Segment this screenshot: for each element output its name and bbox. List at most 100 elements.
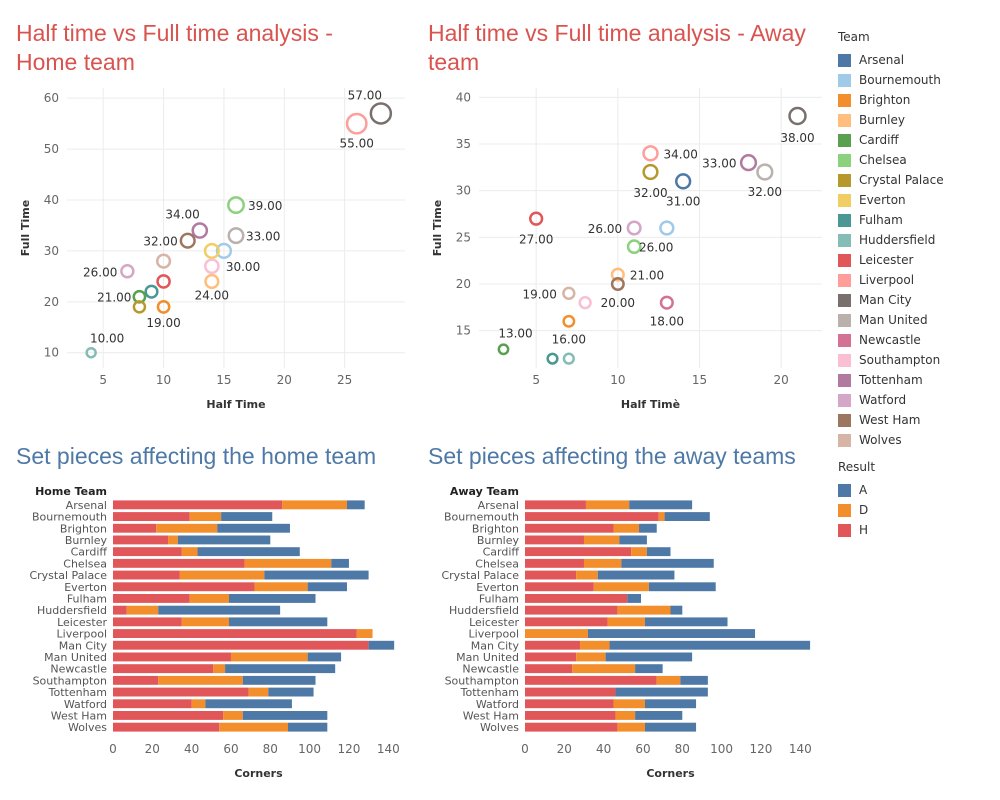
- bar-wolves-a: [287, 722, 328, 732]
- point-bournemouth: [215, 242, 233, 260]
- legend-team-arsenal[interactable]: Arsenal: [838, 50, 998, 70]
- legend-team-label: Liverpool: [859, 273, 915, 287]
- category-label-southampton: Southampton: [445, 674, 519, 687]
- data-label-man-united: 32.00: [748, 185, 782, 199]
- bar-brighton-a: [217, 523, 290, 533]
- bar-leicester-d: [181, 617, 230, 627]
- point-tottenham: [191, 222, 209, 239]
- legend-team-crystal-palace[interactable]: Crystal Palace: [838, 170, 998, 190]
- category-label-brighton: Brighton: [472, 522, 519, 535]
- bar-arsenal-h: [525, 500, 586, 510]
- y-tick-label: 20: [456, 277, 471, 291]
- legend-result-a[interactable]: A: [838, 480, 998, 500]
- legend-team-everton[interactable]: Everton: [838, 190, 998, 210]
- legend-result-swatch: [838, 523, 851, 537]
- data-label-liverpool: 55.00: [340, 137, 374, 151]
- bar-huddersfield-a: [670, 605, 683, 615]
- legend-team-swatch: [838, 433, 851, 447]
- point-arsenal: [675, 173, 692, 190]
- bar-huddersfield-d: [617, 605, 671, 615]
- data-label-crystal-palace: 32.00: [633, 186, 667, 200]
- legend-result-h[interactable]: H: [838, 520, 998, 540]
- bar-man-united-d: [230, 652, 308, 662]
- legend-team-brighton[interactable]: Brighton: [838, 90, 998, 110]
- category-label-chelsea: Chelsea: [475, 557, 519, 570]
- legend-team-chelsea[interactable]: Chelsea: [838, 150, 998, 170]
- x-tick-label: 25: [337, 373, 352, 387]
- bar-arsenal-a: [346, 500, 365, 510]
- bar-wolves-d: [219, 722, 288, 732]
- away-bars-chart: Away Team 0 20 40 60 80 100 120 140 Corners Arsena…: [441, 485, 811, 780]
- legend-team-label: Man City: [859, 293, 912, 307]
- bar-newcastle-h: [525, 664, 573, 674]
- x-tick-label: 20: [557, 742, 572, 756]
- bar-wolves-h: [113, 722, 220, 732]
- bar-man-city-a: [368, 640, 395, 650]
- legend-team-wolves[interactable]: Wolves: [838, 430, 998, 450]
- data-label-tottenham: 34.00: [165, 208, 199, 222]
- legend-team-fulham[interactable]: Fulham: [838, 210, 998, 230]
- legend-team-watford[interactable]: Watford: [838, 390, 998, 410]
- bar-huddersfield-d: [126, 605, 159, 615]
- legend-result-d[interactable]: D: [838, 500, 998, 520]
- legend-team-swatch: [838, 113, 851, 127]
- bar-leicester-a: [644, 617, 728, 627]
- y-axis-title: Full Time: [431, 200, 444, 256]
- legend-team-label: Cardiff: [859, 133, 899, 147]
- x-tick-label: 40: [596, 742, 611, 756]
- category-label-newcastle: Newcastle: [50, 663, 107, 676]
- bar-everton-h: [525, 582, 594, 592]
- bar-man-city-h: [113, 640, 369, 650]
- point-wolves: [155, 253, 172, 269]
- x-tick-label: 15: [216, 373, 231, 387]
- bar-newcastle-d: [213, 664, 226, 674]
- category-label-liverpool: Liverpool: [57, 628, 107, 641]
- legend-team-label: Brighton: [859, 93, 911, 107]
- bar-cardiff-h: [525, 547, 632, 557]
- bar-cardiff-d: [181, 547, 198, 557]
- point-liverpool: [642, 145, 659, 162]
- point-man-city: [788, 106, 807, 126]
- point-brighton: [562, 314, 576, 328]
- legend-team-man-city[interactable]: Man City: [838, 290, 998, 310]
- legend-team-burnley[interactable]: Burnley: [838, 110, 998, 130]
- legend-team-swatch: [838, 253, 851, 267]
- bar-cardiff-h: [113, 547, 182, 557]
- legend-team-huddersfield[interactable]: Huddersfield: [838, 230, 998, 250]
- bar-crystal-palace-a: [264, 570, 369, 580]
- legend-team-bournemouth[interactable]: Bournemouth: [838, 70, 998, 90]
- legend-team-label: Man United: [859, 313, 928, 327]
- legend-team-label: Bournemouth: [859, 73, 941, 87]
- legend-team-southampton[interactable]: Southampton: [838, 350, 998, 370]
- data-label-cardiff: 21.00: [97, 291, 131, 305]
- bar-crystal-palace-h: [113, 570, 180, 580]
- point-fulham: [144, 284, 159, 299]
- data-label-west-ham: 32.00: [143, 235, 177, 249]
- category-label-crystal-palace: Crystal Palace: [29, 569, 107, 582]
- legend-team-newcastle[interactable]: Newcastle: [838, 330, 998, 350]
- legend-team-swatch: [838, 413, 851, 427]
- x-tick-label: 80: [263, 742, 278, 756]
- legend-team-west-ham[interactable]: West Ham: [838, 410, 998, 430]
- legend-team-man-united[interactable]: Man United: [838, 310, 998, 330]
- bar-burnley-d: [168, 535, 178, 545]
- bar-west-ham-h: [525, 711, 616, 720]
- y-tick-label: 50: [44, 142, 59, 156]
- bar-bournemouth-d: [658, 512, 665, 521]
- bar-bournemouth-h: [113, 512, 190, 521]
- bar-newcastle-a: [635, 664, 663, 674]
- legend-team-swatch: [838, 393, 851, 407]
- category-label-west-ham: West Ham: [51, 709, 107, 722]
- bar-crystal-palace-d: [179, 570, 265, 580]
- point-bournemouth: [659, 220, 675, 236]
- legend-team-liverpool[interactable]: Liverpool: [838, 270, 998, 290]
- legend-team-swatch: [838, 53, 851, 67]
- bar-watford-d: [191, 699, 206, 709]
- legend-team-cardiff[interactable]: Cardiff: [838, 130, 998, 150]
- bar-man-united-a: [307, 652, 342, 662]
- legend-result-title: Result: [838, 460, 876, 474]
- legend-team-tottenham[interactable]: Tottenham: [838, 370, 998, 390]
- legend-team-label: West Ham: [859, 413, 921, 427]
- x-tick-label: 80: [675, 742, 690, 756]
- legend-team-leicester[interactable]: Leicester: [838, 250, 998, 270]
